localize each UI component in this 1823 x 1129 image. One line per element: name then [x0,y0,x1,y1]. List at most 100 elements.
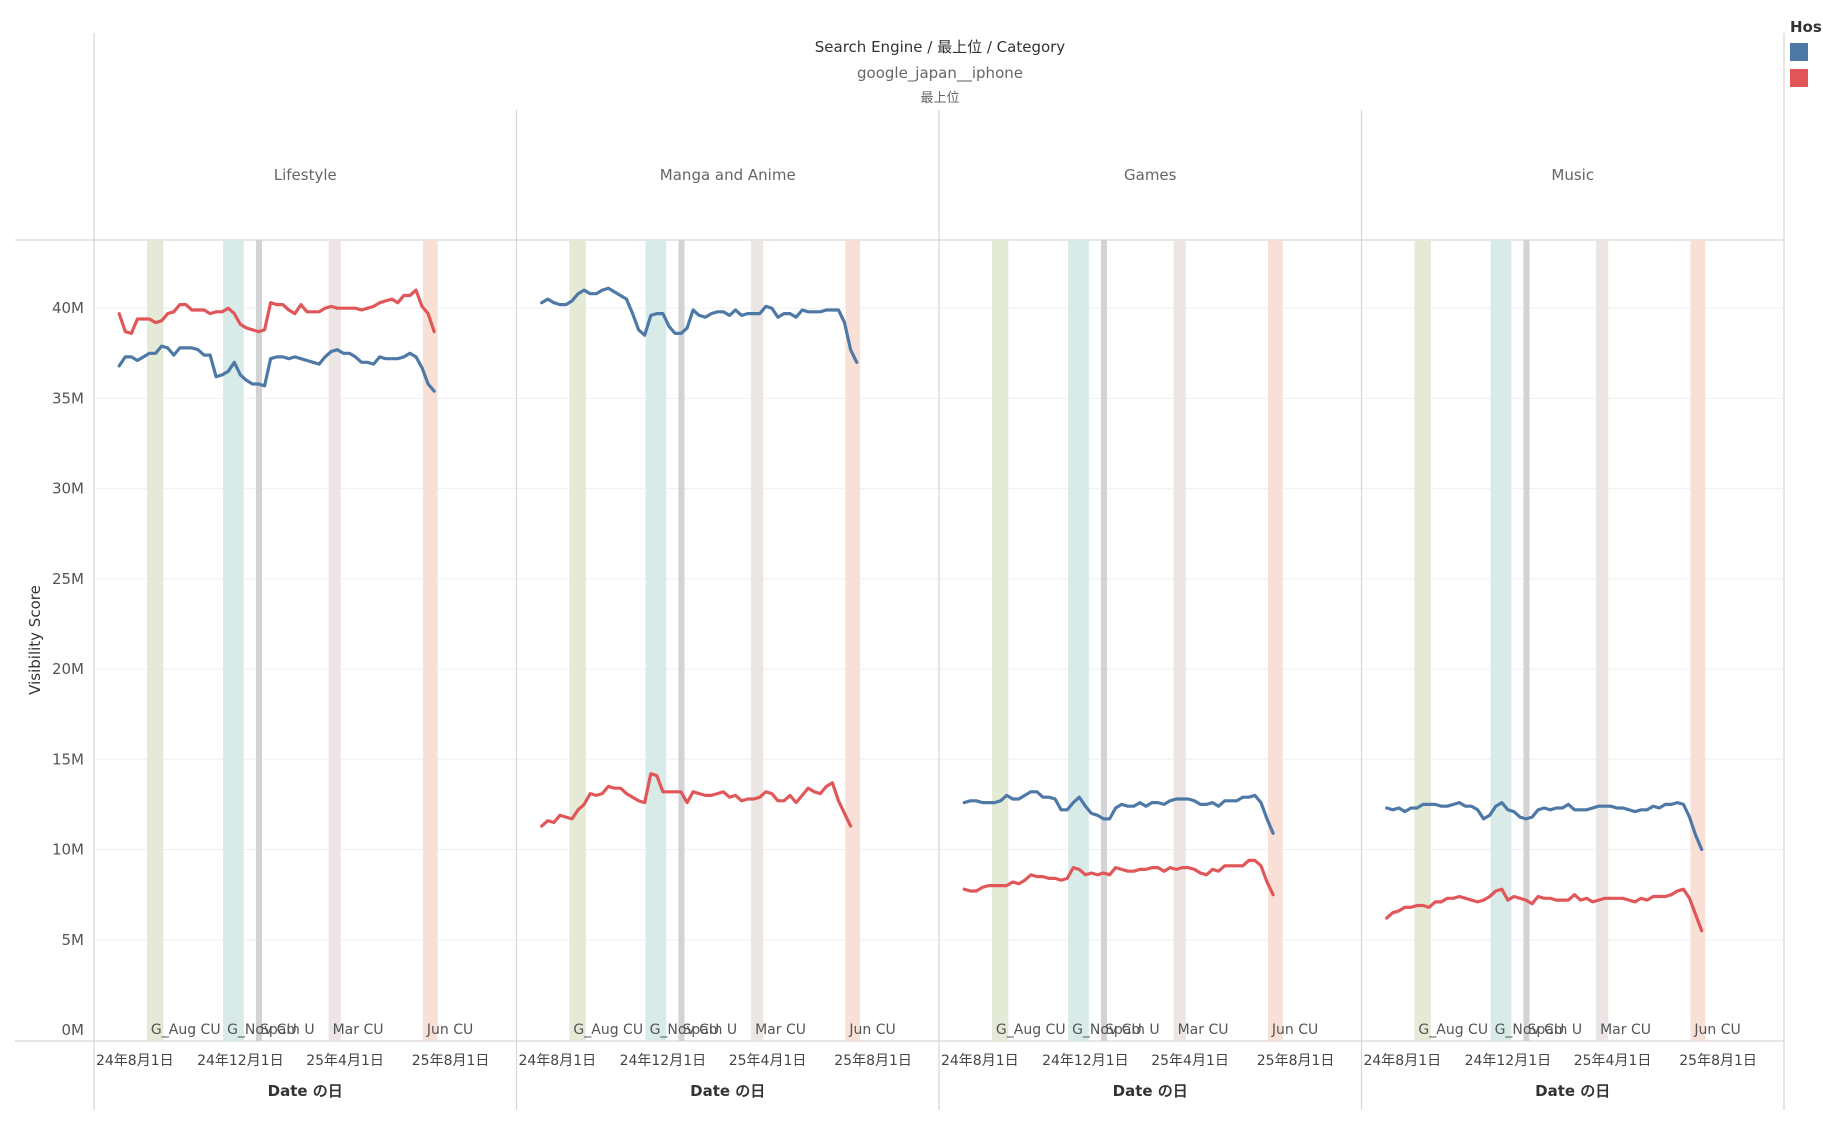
x-tick-label: 25年8月1日 [1257,1053,1335,1069]
event-band [1100,240,1107,1041]
event-label: G_Nov CU [1072,1022,1142,1038]
x-tick-label: 24年8月1日 [1363,1053,1441,1069]
x-tick-label: 24年8月1日 [518,1053,596,1069]
event-label: G_Aug CU [996,1022,1066,1038]
x-tick-label: 24年12月1日 [197,1053,284,1069]
x-axis-label: Date の日 [1535,1082,1610,1100]
x-tick-label: 25年4月1日 [1574,1053,1652,1069]
x-axis-label: Date の日 [1113,1082,1188,1100]
panel-title: Manga and Anime [660,166,796,184]
panel-title: Games [1124,166,1177,184]
event-band [751,240,764,1041]
panel-title: Music [1551,166,1594,184]
event-band [645,240,667,1041]
x-tick-label: 24年12月1日 [620,1053,707,1069]
x-tick-label: 24年8月1日 [941,1053,1019,1069]
event-band [1267,240,1283,1041]
axis-labels: 0M 5M 10M 15M 20M 25M 30M 35M 40M Lifestyle G_Aug … [52,166,1757,1100]
event-band [422,240,438,1041]
series-line [1385,887,1704,933]
event-label: Spam U [1105,1022,1160,1038]
legend-items [1790,42,1823,88]
event-band [1068,240,1089,1041]
event-bands [146,240,1706,1041]
x-tick-label: 25年4月1日 [729,1053,807,1069]
x-tick-label: 25年4月1日 [1151,1053,1229,1069]
event-band [569,240,586,1041]
event-label: G_Aug CU [573,1022,643,1038]
event-label: Jun CU [1271,1022,1318,1038]
event-band [678,240,685,1041]
y-tick-label: 25M [52,570,84,588]
event-label: Spam U [260,1022,315,1038]
y-tick-label: 0M [62,1021,85,1039]
x-tick-label: 25年8月1日 [834,1053,912,1069]
gridlines [94,110,1784,1110]
chart-frame [15,33,1785,1110]
event-label: Jun CU [426,1022,473,1038]
series-line [540,772,853,828]
event-label: G_Nov CU [227,1022,297,1038]
legend-item[interactable] [1790,42,1823,62]
y-tick-label: 10M [52,841,84,859]
y-tick-label: 15M [52,750,84,768]
x-tick-label: 24年8月1日 [96,1053,174,1069]
chart-text: Search Engine / 最上位 / Category google_ja… [26,38,1065,695]
header-rank: 最上位 [920,91,959,106]
series-line [117,288,436,335]
x-tick-label: 25年4月1日 [306,1053,384,1069]
legend: Hos [1790,18,1823,88]
y-tick-label: 20M [52,660,84,678]
legend-title: Hos [1790,18,1822,36]
event-band [223,240,244,1041]
legend-swatch [1790,43,1808,61]
legend-item[interactable] [1790,68,1823,88]
event-label: Jun CU [1693,1022,1740,1038]
event-label: G_Aug CU [151,1022,221,1038]
event-label: G_Nov CU [650,1022,720,1038]
event-label: G_Nov CU [1495,1022,1565,1038]
y-tick-label: 40M [52,299,84,317]
event-band [146,240,164,1041]
series-line [962,858,1275,897]
event-label: G_Aug CU [1418,1022,1488,1038]
legend-swatch [1790,69,1808,87]
x-tick-label: 24年12月1日 [1465,1053,1552,1069]
y-axis-label: Visibility Score [26,585,44,695]
x-tick-label: 25年8月1日 [412,1053,490,1069]
series-line [962,790,1275,835]
x-tick-label: 24年12月1日 [1042,1053,1129,1069]
event-band [1523,240,1530,1041]
event-label: Mar CU [1600,1022,1651,1038]
series-line [540,286,859,364]
y-tick-label: 5M [62,931,85,949]
panel-title: Lifestyle [274,166,337,184]
event-band [328,240,341,1041]
series-lines [117,286,1704,933]
y-tick-label: 30M [52,480,84,498]
event-band [255,240,262,1041]
event-band [1690,240,1706,1041]
x-axis-label: Date の日 [690,1082,765,1100]
x-tick-label: 25年8月1日 [1679,1053,1757,1069]
event-band [1490,240,1512,1041]
event-band [1173,240,1186,1041]
event-label: Jun CU [848,1022,895,1038]
event-band [1414,240,1431,1041]
event-label: Mar CU [333,1022,384,1038]
y-tick-label: 35M [52,389,84,407]
event-label: Mar CU [1178,1022,1229,1038]
event-label: Mar CU [755,1022,806,1038]
event-label: Spam U [682,1022,737,1038]
header-engine: google_japan__iphone [857,64,1023,83]
series-line [117,344,436,393]
event-band [991,240,1009,1041]
series-line [1385,801,1704,852]
event-band [1596,240,1609,1041]
event-band [845,240,861,1041]
header-title: Search Engine / 最上位 / Category [815,38,1066,56]
x-axis-label: Date の日 [268,1082,343,1100]
event-label: Spam U [1527,1022,1582,1038]
